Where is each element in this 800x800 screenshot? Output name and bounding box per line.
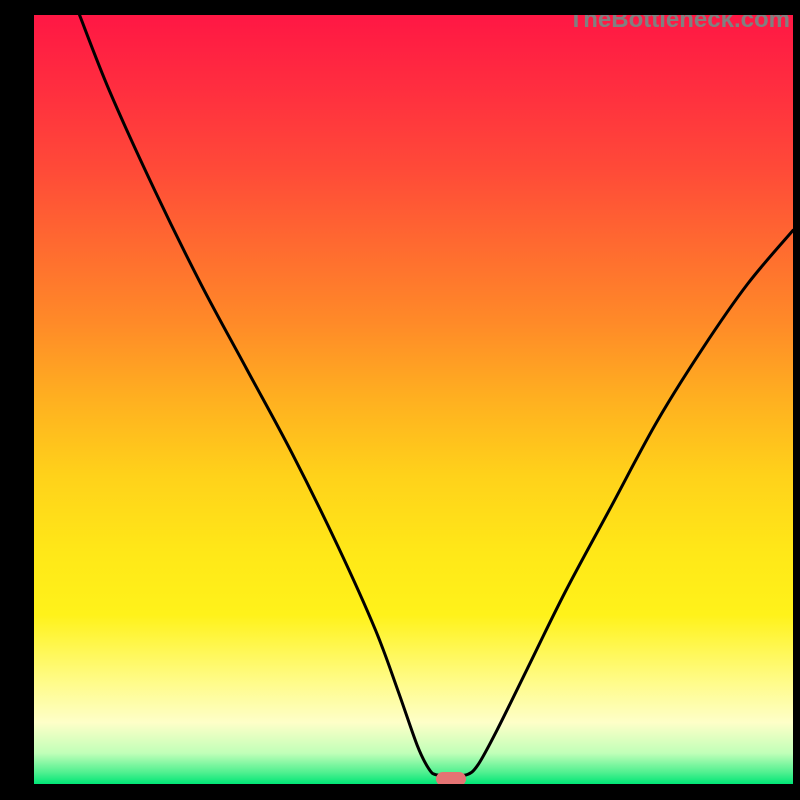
frame-top (0, 0, 800, 15)
frame-right (793, 0, 800, 800)
chart-container: TheBottleneck.com (0, 0, 800, 800)
frame-left (0, 0, 34, 800)
frame-bottom (0, 784, 800, 800)
curve-path (80, 15, 793, 776)
bottleneck-curve (0, 0, 800, 800)
